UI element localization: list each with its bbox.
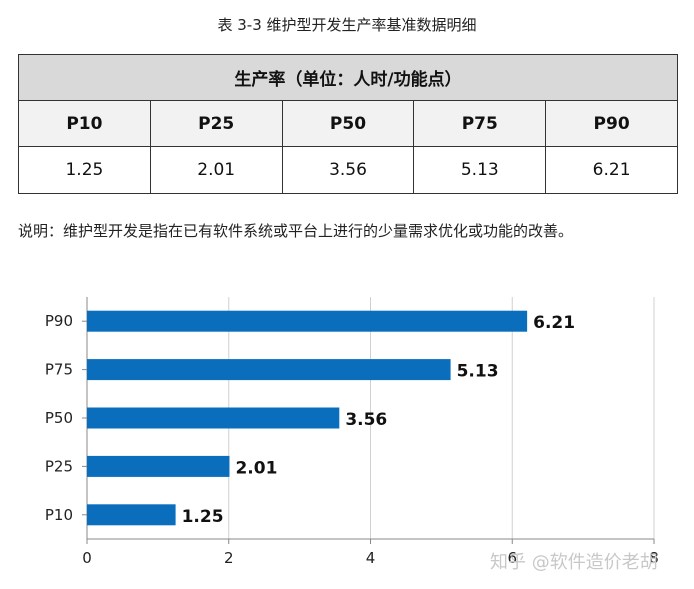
data-label: 1.25: [182, 507, 224, 527]
category-label: P75: [45, 361, 73, 379]
column-header: P10: [18, 100, 151, 147]
watermark: 知乎 @软件造价老胡: [490, 552, 658, 573]
bar-p10: [87, 504, 176, 526]
category-label: P90: [45, 312, 73, 330]
x-tick-label: 2: [224, 549, 234, 567]
x-tick-label: 8: [649, 549, 659, 567]
table-cell: 2.01: [149, 146, 283, 194]
data-label: 6.21: [533, 313, 575, 333]
column-header: P25: [149, 100, 283, 147]
bar-p50: [87, 407, 340, 429]
bar-p90: [87, 310, 528, 332]
category-label: P10: [45, 506, 73, 524]
data-label: 2.01: [235, 458, 277, 478]
table-cell: 6.21: [545, 146, 678, 194]
data-label: 3.56: [345, 410, 387, 430]
category-label: P25: [45, 457, 73, 475]
bar-chart: 0 2 4 6 8 P90 6.21 P75 5.13 P50 3.56 P25 2.01 P10 1.25: [45, 297, 659, 567]
table-cell: 1.25: [18, 146, 151, 194]
productivity-table: 生产率（单位：人时/功能点） P10 P25 P50 P75 P90 1.25 …: [18, 54, 678, 194]
table-cell: 5.13: [413, 146, 547, 194]
bar-p75: [87, 359, 451, 381]
column-header: P90: [545, 100, 678, 147]
explanation-note: 说明：维护型开发是指在已有软件系统或平台上进行的少量需求优化或功能的改善。: [18, 222, 574, 240]
column-header: P75: [413, 100, 547, 147]
table-header: 生产率（单位：人时/功能点）: [18, 54, 678, 101]
column-header: P50: [281, 100, 415, 147]
data-label: 5.13: [457, 362, 499, 382]
x-tick-label: 0: [82, 549, 92, 567]
x-tick-label: 6: [507, 549, 517, 567]
x-tick-label: 4: [366, 549, 376, 567]
bar-p25: [87, 455, 230, 477]
category-label: P50: [45, 409, 73, 427]
table-cell: 3.56: [281, 146, 415, 194]
table-caption: 表 3-3 维护型开发生产率基准数据明细: [217, 16, 477, 34]
